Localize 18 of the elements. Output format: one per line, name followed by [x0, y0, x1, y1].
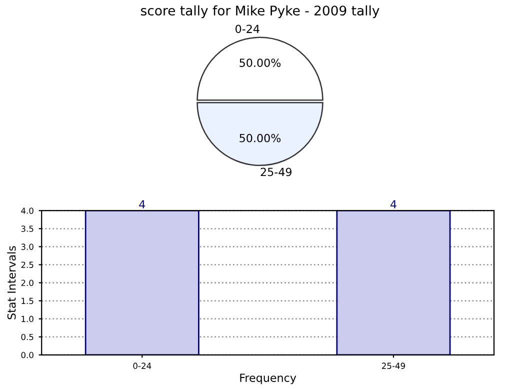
y-tick-label: 1.0	[22, 316, 34, 322]
y-tick-label: 1.5	[22, 298, 34, 304]
chart-title: score tally for Mike Pyke - 2009 tally	[140, 5, 380, 18]
y-tick-label: 3.0	[21, 244, 34, 250]
data-label: 4	[390, 200, 396, 208]
y-tick-label: 2.0	[21, 280, 34, 286]
slice-label: 0-24	[236, 24, 260, 34]
data-label: 50.00%	[240, 134, 281, 142]
y-tick-label: 2.5	[21, 262, 34, 268]
y-tick-label: 4.0	[21, 208, 34, 214]
data-label: 50.00%	[240, 58, 281, 67]
y-axis-title: Stat Intervals	[7, 246, 16, 320]
y-tick-label: 0.5	[21, 334, 34, 340]
y-tick-label: 0.0	[21, 352, 34, 358]
x-axis-title: Frequency	[240, 374, 296, 384]
y-tick-label: 3.5	[21, 226, 34, 232]
slice-label: 25-49	[260, 168, 292, 176]
data-label: 4	[139, 200, 146, 208]
